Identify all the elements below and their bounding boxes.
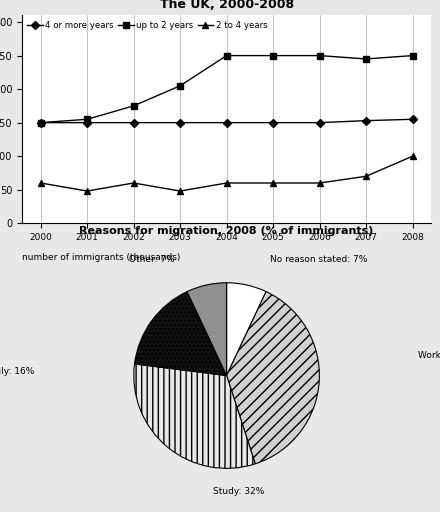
4 or more years	[38, 120, 43, 126]
4 or more years	[363, 118, 369, 124]
Legend: 4 or more years, up to 2 years, 2 to 4 years: 4 or more years, up to 2 years, 2 to 4 y…	[26, 19, 268, 30]
up to 2 years	[224, 53, 229, 59]
2 to 4 years	[271, 180, 276, 186]
Wedge shape	[227, 292, 319, 464]
4 or more years	[317, 120, 322, 126]
Wedge shape	[227, 283, 266, 376]
up to 2 years	[410, 53, 415, 59]
2 to 4 years	[363, 173, 369, 179]
up to 2 years	[317, 53, 322, 59]
4 or more years	[131, 120, 136, 126]
2 to 4 years	[131, 180, 136, 186]
Title: Reasons for migration, 2008 (% of immigrants): Reasons for migration, 2008 (% of immigr…	[79, 226, 374, 236]
4 or more years	[84, 120, 90, 126]
2 to 4 years	[84, 188, 90, 194]
Text: Accompany/Join Family: 16%: Accompany/Join Family: 16%	[0, 367, 35, 376]
2 to 4 years	[410, 153, 415, 159]
4 or more years	[410, 116, 415, 122]
Text: Work: 38%: Work: 38%	[418, 351, 440, 360]
Text: No reason stated: 7%: No reason stated: 7%	[270, 255, 367, 264]
Wedge shape	[134, 364, 255, 468]
Text: Other: 7%: Other: 7%	[129, 255, 175, 264]
4 or more years	[177, 120, 183, 126]
2 to 4 years	[317, 180, 322, 186]
4 or more years	[271, 120, 276, 126]
2 to 4 years	[224, 180, 229, 186]
4 or more years	[224, 120, 229, 126]
Line: 2 to 4 years: 2 to 4 years	[37, 153, 416, 194]
up to 2 years	[131, 103, 136, 109]
2 to 4 years	[177, 188, 183, 194]
Wedge shape	[135, 292, 227, 376]
Title: Intended length of stay of immigrants to
The UK, 2000-2008: Intended length of stay of immigrants to…	[84, 0, 370, 11]
Wedge shape	[187, 283, 227, 376]
up to 2 years	[363, 56, 369, 62]
Text: Study: 32%: Study: 32%	[213, 487, 265, 496]
up to 2 years	[177, 83, 183, 89]
2 to 4 years	[38, 180, 43, 186]
Text: number of immigrants (thousands): number of immigrants (thousands)	[22, 252, 180, 262]
up to 2 years	[271, 53, 276, 59]
up to 2 years	[84, 116, 90, 122]
Line: up to 2 years: up to 2 years	[37, 52, 416, 126]
Line: 4 or more years: 4 or more years	[37, 116, 416, 126]
up to 2 years	[38, 120, 43, 126]
